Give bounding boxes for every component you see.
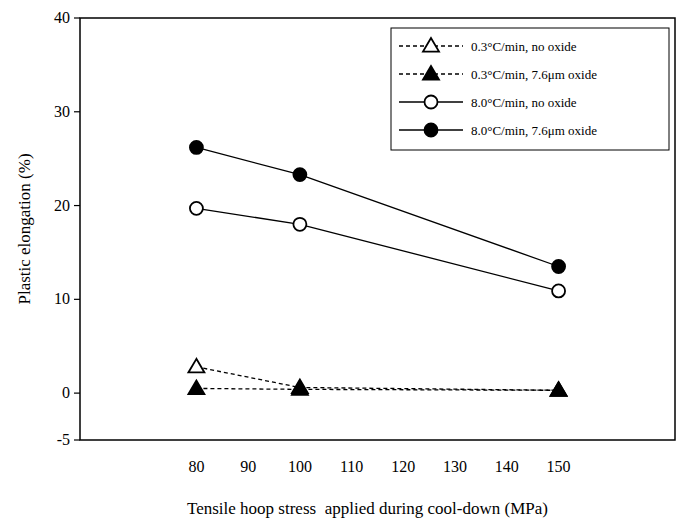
y-tick-label: -5 xyxy=(57,431,70,448)
legend-label: 8.0°C/min, no oxide xyxy=(471,95,577,110)
legend-marker xyxy=(423,38,439,52)
y-tick xyxy=(74,393,80,394)
chart-svg: -5 0 10 20 30 40 80 90 100 110 120 130 140 150 Tensile… xyxy=(0,0,677,526)
data-point xyxy=(188,380,204,394)
legend: 0.3°C/min, no oxide 0.3°C/min, 7.6μm oxid… xyxy=(391,28,669,150)
y-tick-label: 0 xyxy=(62,384,70,401)
series-line xyxy=(196,388,558,390)
x-tick-label: 130 xyxy=(443,458,467,475)
legend-marker xyxy=(425,124,438,137)
y-tick xyxy=(74,17,80,18)
x-tick-label: 90 xyxy=(240,458,256,475)
legend-marker xyxy=(423,66,439,80)
plot-frame xyxy=(80,18,675,440)
data-point xyxy=(190,141,203,154)
legend-box xyxy=(391,28,669,150)
data-point xyxy=(188,359,204,373)
data-point xyxy=(293,168,306,181)
data-point xyxy=(292,381,308,395)
y-axis-label: Plastic elongation (%) xyxy=(15,153,34,304)
chart-root: -5 0 10 20 30 40 80 90 100 110 120 130 140 150 Tensile… xyxy=(0,0,677,526)
data-point xyxy=(551,382,567,396)
x-tick-label: 110 xyxy=(340,458,363,475)
x-tick-label: 100 xyxy=(288,458,312,475)
y-tick xyxy=(74,205,80,206)
data-group xyxy=(188,141,566,396)
x-axis-label: Tensile hoop stress applied during cool-… xyxy=(187,499,548,518)
data-point xyxy=(552,260,565,273)
y-tick-label: 20 xyxy=(54,197,70,214)
legend-marker xyxy=(425,96,438,109)
data-point xyxy=(552,284,565,297)
series-line xyxy=(196,367,558,390)
x-tick-label: 80 xyxy=(188,458,204,475)
legend-label: 8.0°C/min, 7.6μm oxide xyxy=(471,123,597,138)
data-point xyxy=(551,382,567,396)
y-tick-label: 40 xyxy=(54,9,70,26)
data-point xyxy=(190,202,203,215)
y-tick xyxy=(74,299,80,300)
x-tick-label: 150 xyxy=(547,458,571,475)
legend-label: 0.3°C/min, no oxide xyxy=(471,39,577,54)
legend-label: 0.3°C/min, 7.6μm oxide xyxy=(471,67,597,82)
series-line xyxy=(196,208,558,291)
y-tick xyxy=(74,439,80,440)
y-tick-label: 30 xyxy=(54,103,70,120)
y-tick xyxy=(74,111,80,112)
x-tick-label: 140 xyxy=(495,458,519,475)
y-tick-label: 10 xyxy=(54,290,70,307)
x-tick-label: 120 xyxy=(391,458,415,475)
series-line xyxy=(196,147,558,266)
data-point xyxy=(293,218,306,231)
